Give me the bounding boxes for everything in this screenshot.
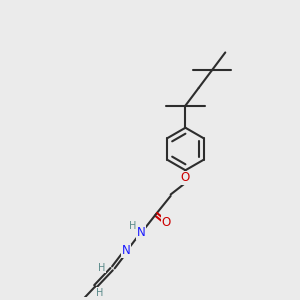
Text: H: H xyxy=(129,221,137,231)
Text: N: N xyxy=(122,244,131,257)
Text: O: O xyxy=(181,171,190,184)
Text: O: O xyxy=(162,216,171,229)
Text: H: H xyxy=(98,263,105,273)
Text: N: N xyxy=(137,226,146,239)
Text: H: H xyxy=(96,288,103,298)
